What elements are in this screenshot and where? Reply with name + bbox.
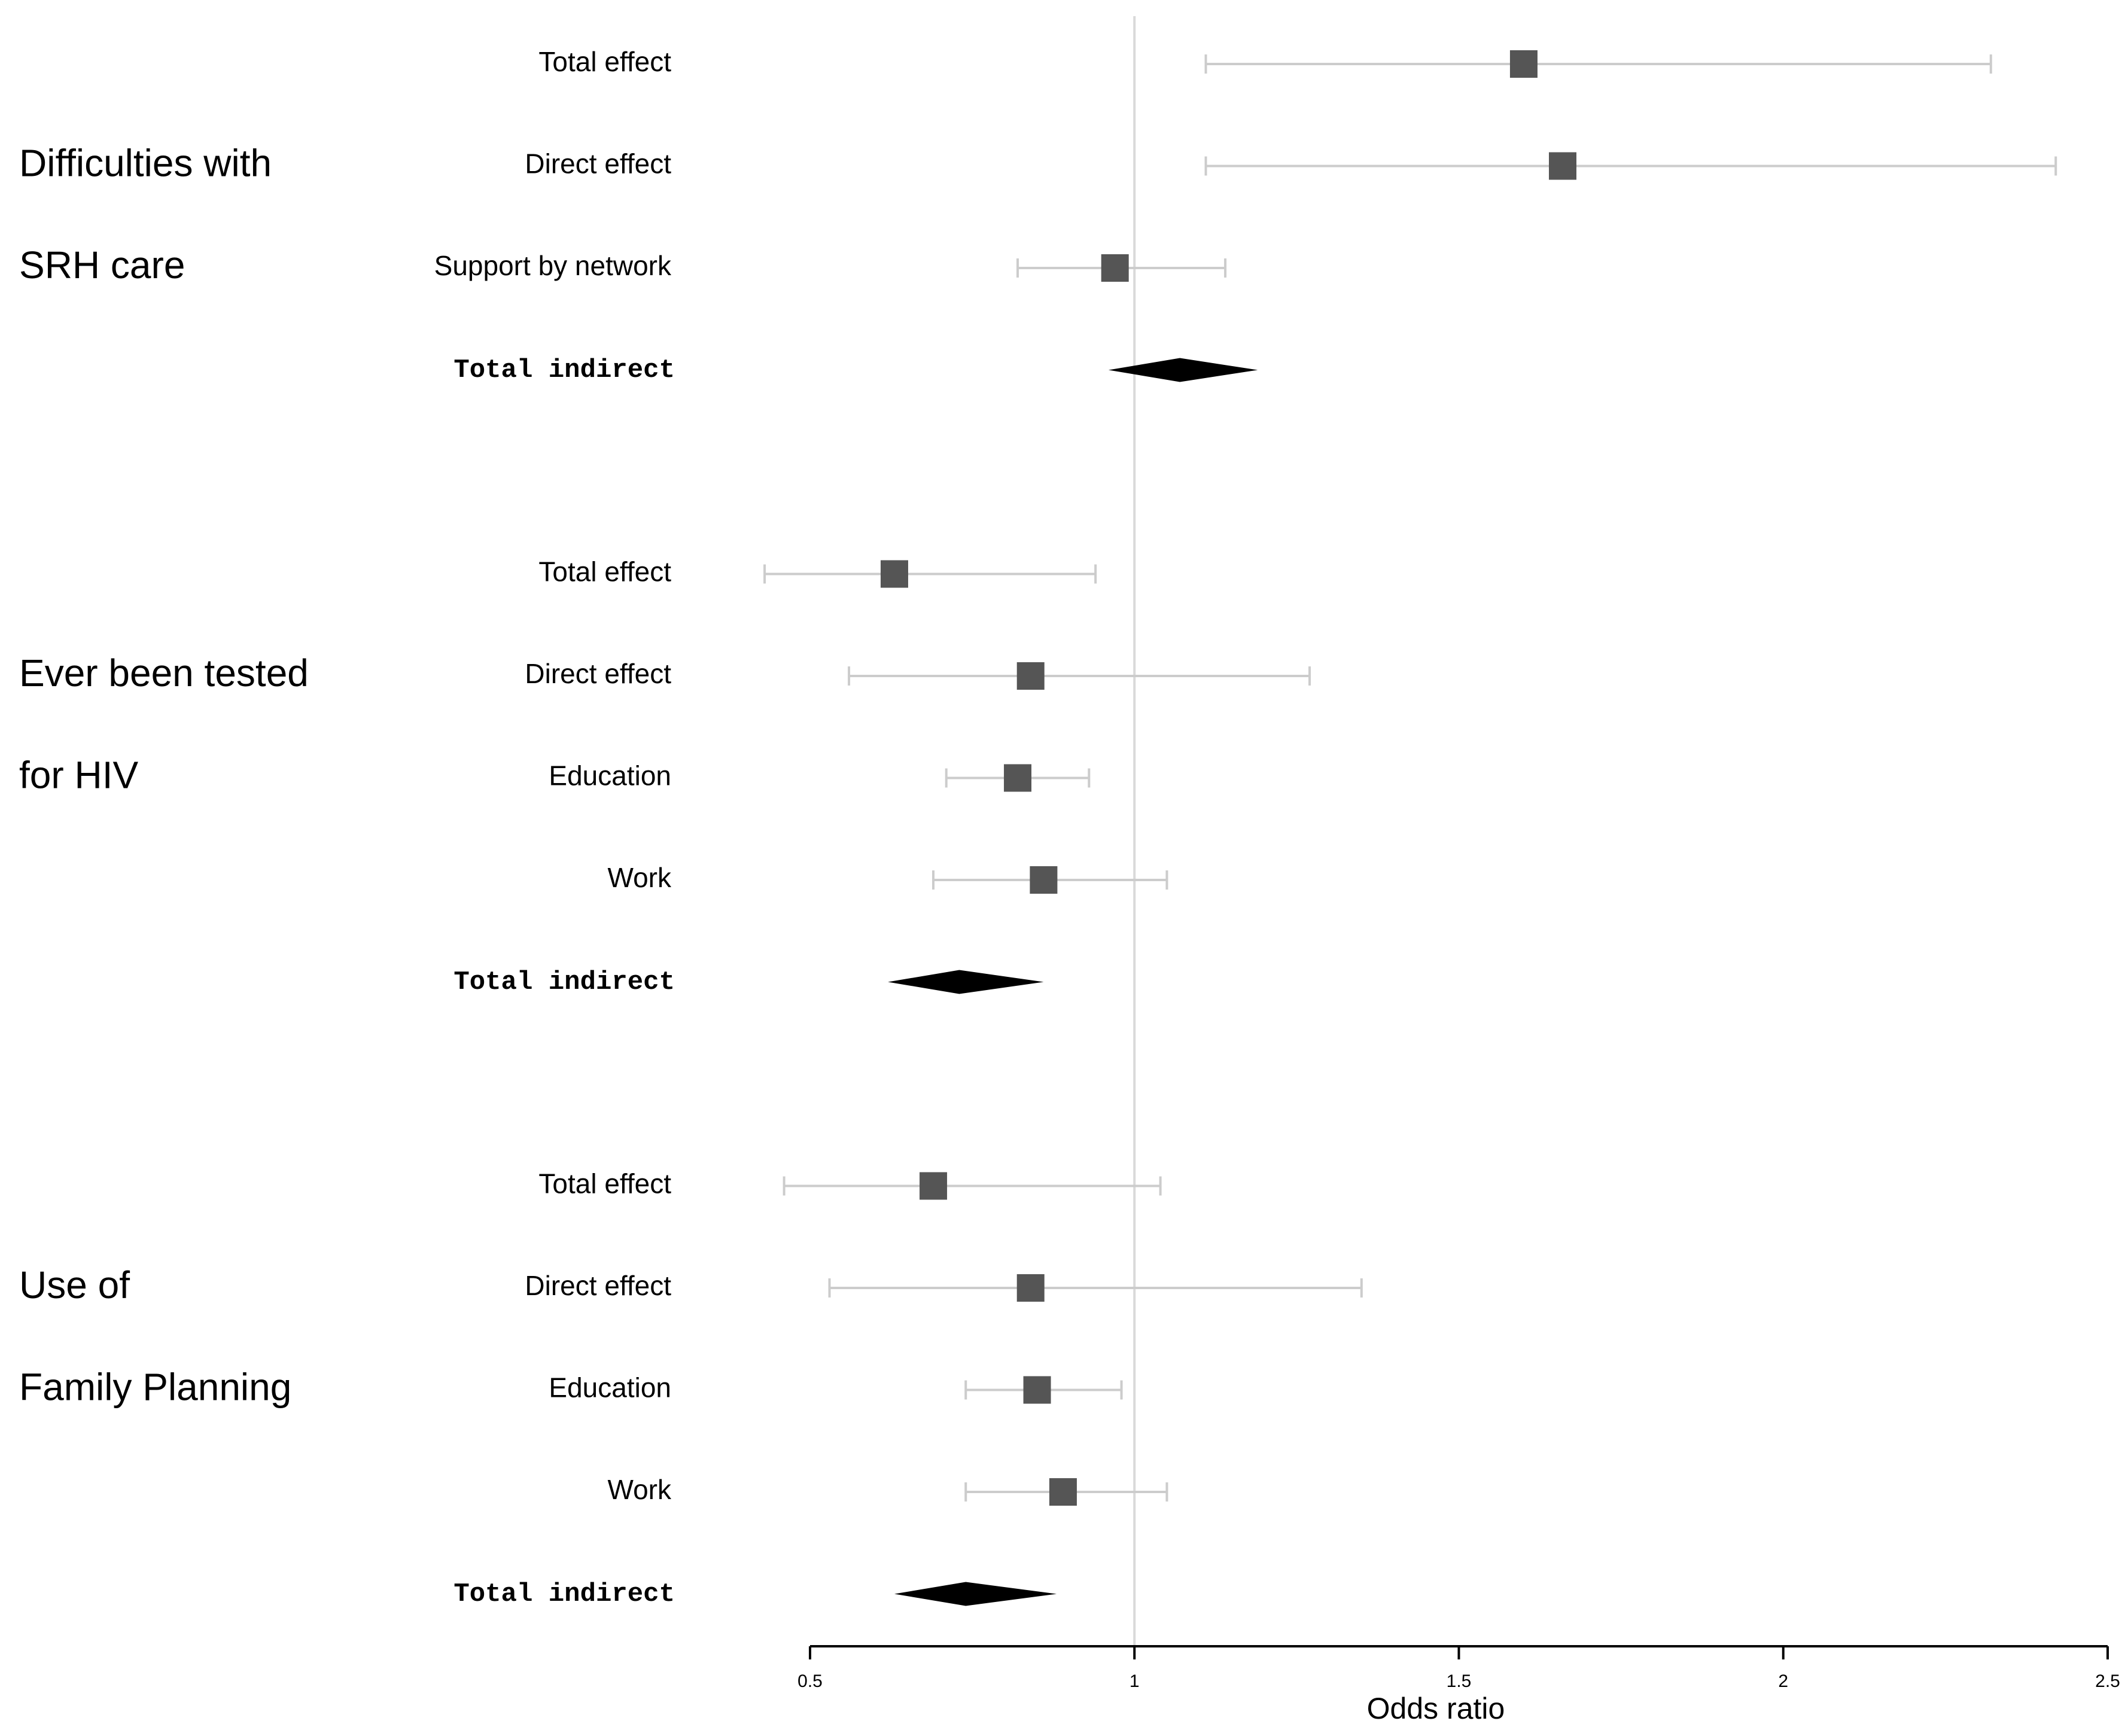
group-label: Use of	[19, 1263, 130, 1306]
x-tick-label: 0.5	[797, 1671, 823, 1691]
row-label: Work	[608, 1474, 672, 1505]
row-label: Direct effect	[525, 1270, 671, 1301]
summary-diamond	[894, 1582, 1057, 1606]
point-estimate	[1509, 50, 1538, 78]
summary-diamond	[1108, 358, 1258, 382]
point-estimate	[1016, 1274, 1045, 1302]
x-tick-label: 1	[1130, 1671, 1140, 1691]
row-label: Total effect	[538, 556, 671, 587]
row-label: Education	[549, 1372, 671, 1403]
group-label: for HIV	[19, 753, 138, 796]
x-tick-label: 1.5	[1447, 1671, 1472, 1691]
row-label: Education	[549, 760, 671, 791]
row-label: Direct effect	[525, 148, 671, 179]
x-tick-label: 2	[1778, 1671, 1788, 1691]
x-tick-label: 2.5	[2095, 1671, 2120, 1691]
x-axis-title: Odds ratio	[1367, 1692, 1505, 1725]
row-label: Total effect	[538, 1168, 671, 1199]
point-estimate	[1049, 1478, 1077, 1506]
row-label: Total indirect	[453, 355, 675, 385]
point-estimate	[1016, 662, 1045, 690]
row-label: Total indirect	[453, 1579, 675, 1609]
row-label: Total effect	[538, 46, 671, 77]
row-label: Direct effect	[525, 658, 671, 689]
group-label: SRH care	[19, 243, 185, 287]
point-estimate	[1101, 254, 1129, 282]
group-label: Difficulties with	[19, 141, 272, 184]
point-estimate	[880, 560, 908, 588]
row-label: Support by network	[434, 250, 672, 281]
group-label: Family Planning	[19, 1365, 291, 1408]
point-estimate	[1030, 866, 1058, 894]
point-estimate	[1004, 764, 1032, 792]
point-estimate	[1549, 152, 1577, 180]
summary-diamond	[888, 970, 1044, 994]
row-label: Total indirect	[453, 967, 675, 997]
point-estimate	[920, 1172, 948, 1200]
point-estimate	[1023, 1376, 1051, 1404]
row-label: Work	[608, 862, 672, 893]
group-label: Ever been tested	[19, 651, 309, 695]
